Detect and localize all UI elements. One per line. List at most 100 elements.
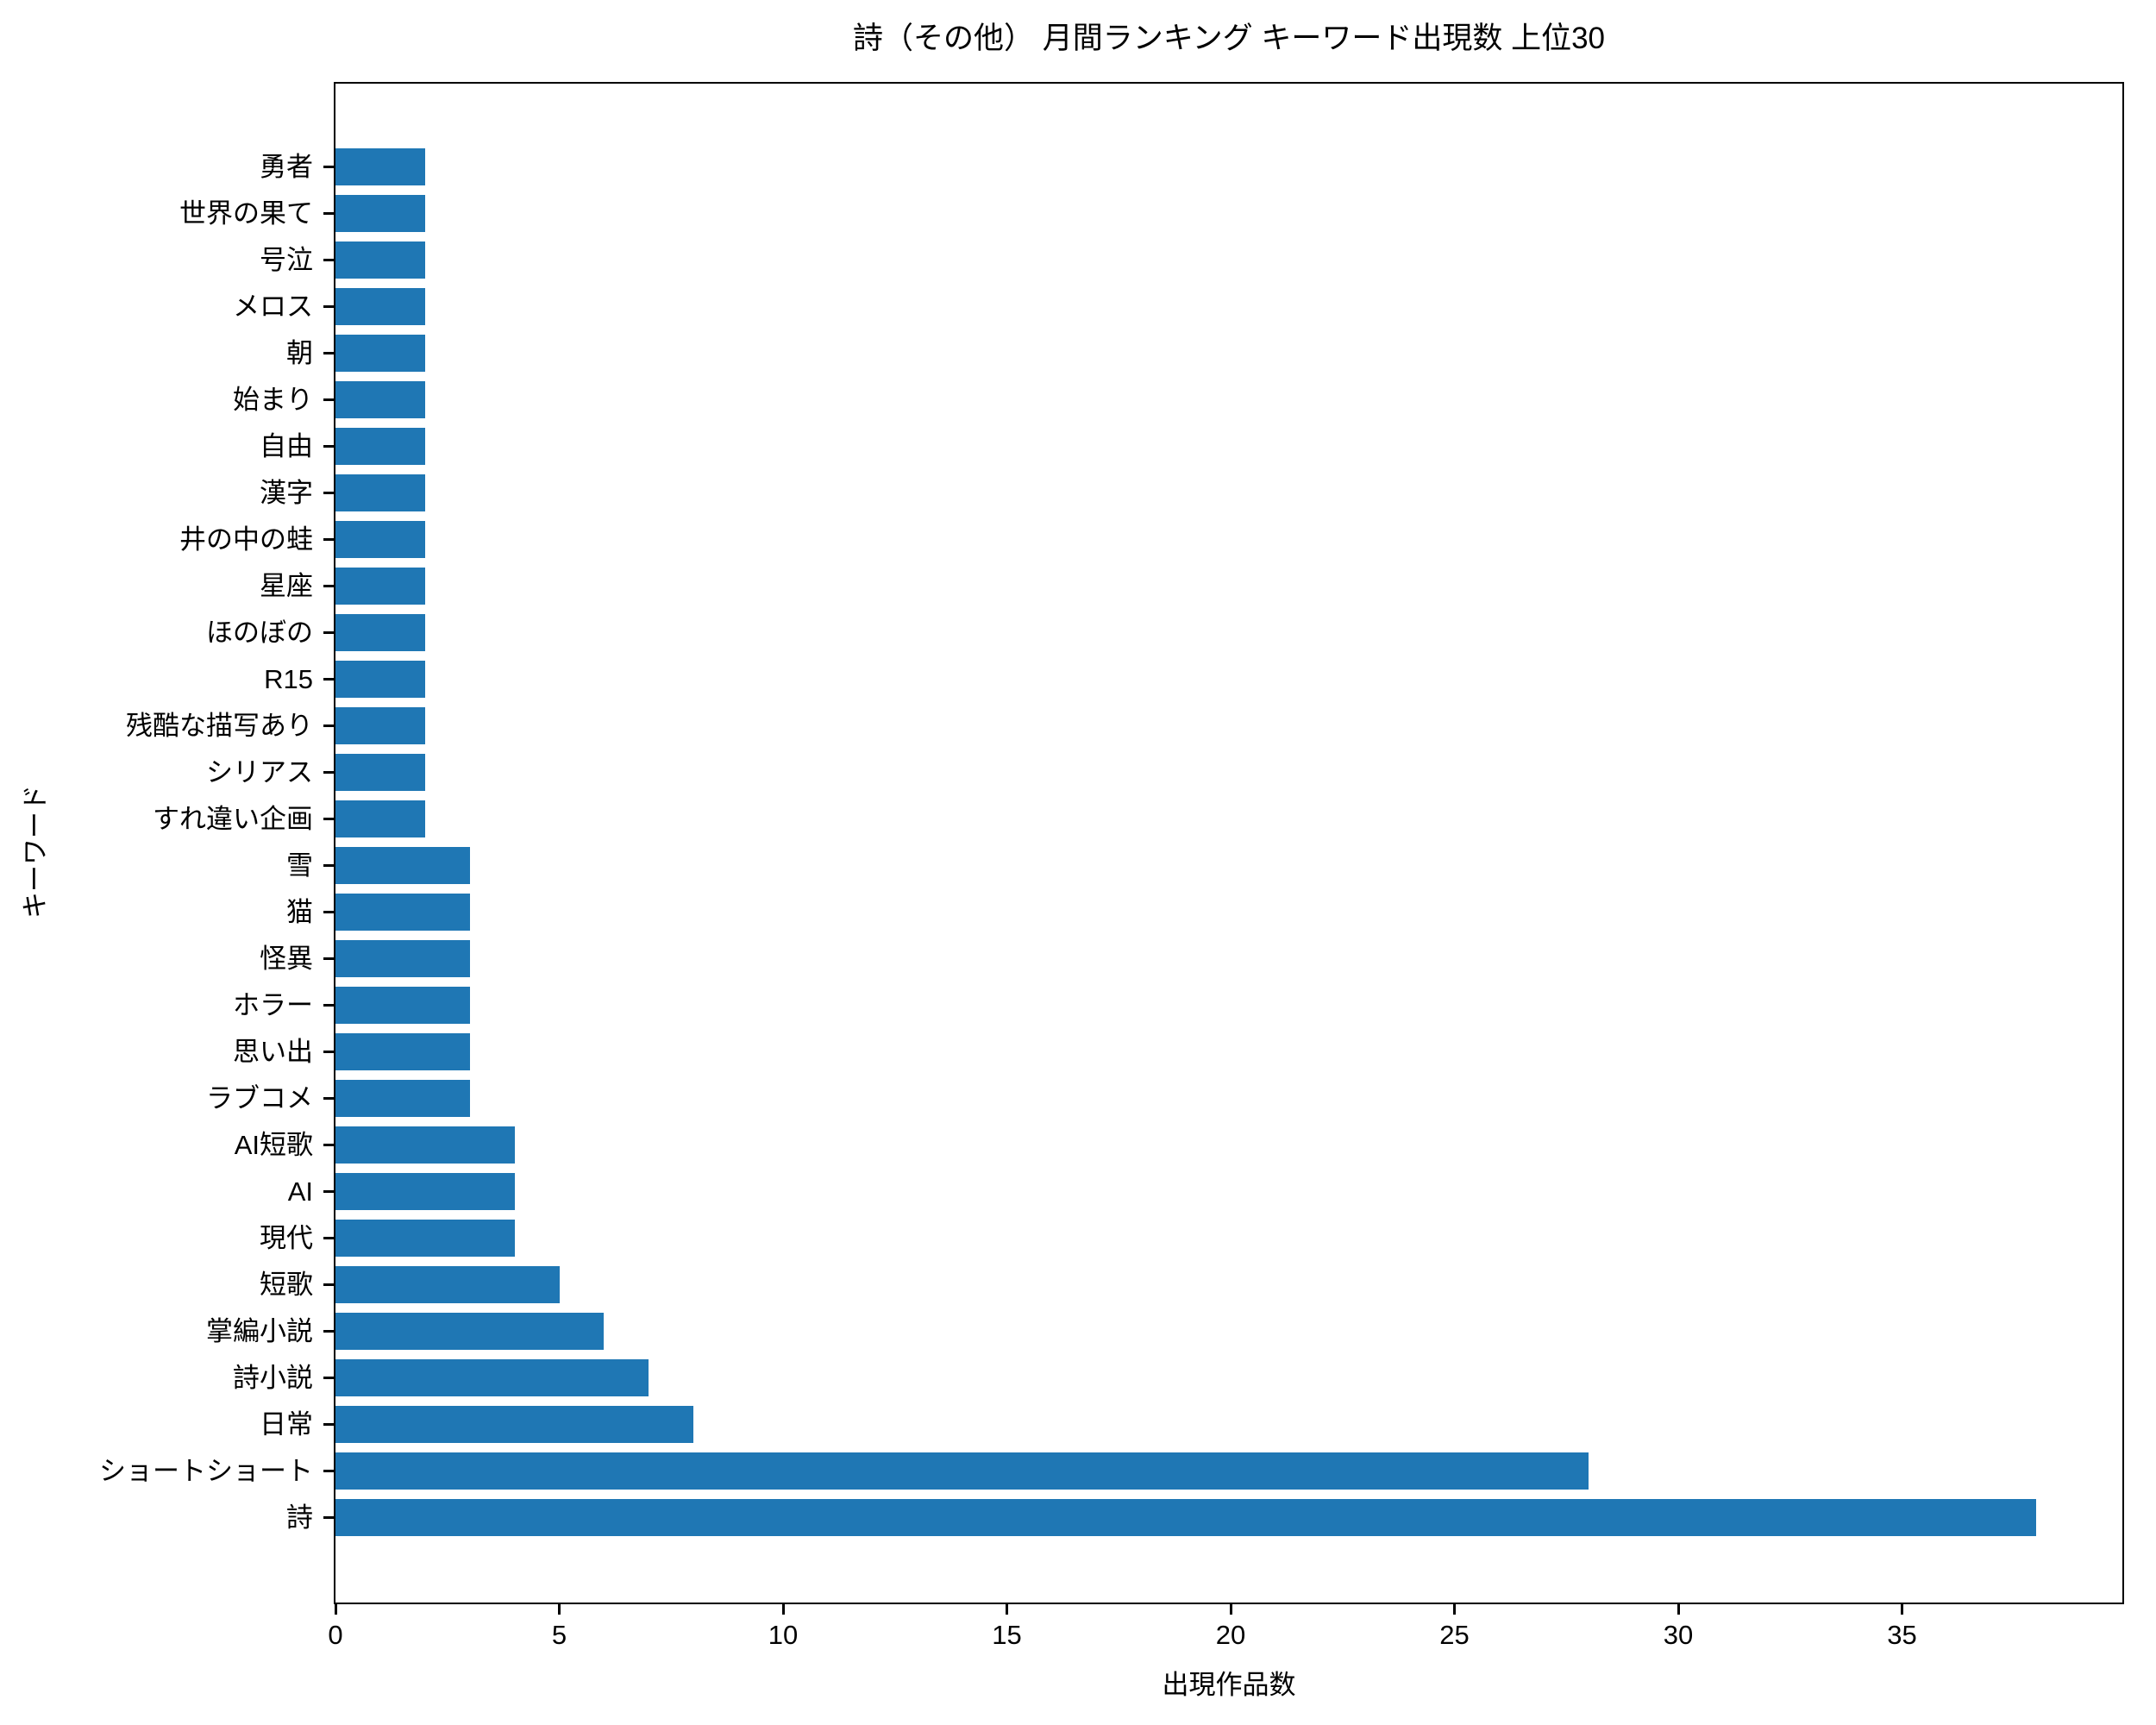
bar [335, 1499, 2037, 1536]
x-tick-label: 30 [1663, 1620, 1694, 1650]
y-tick-label: 自由 [260, 431, 313, 461]
y-axis-tick-mark [323, 492, 334, 494]
y-axis-tick-mark [323, 1516, 334, 1519]
bar [335, 1452, 1589, 1490]
y-tick-label: 詩小説 [233, 1363, 313, 1393]
y-tick-label: 号泣 [260, 245, 313, 275]
bar [335, 1406, 694, 1443]
y-axis-tick-mark [323, 585, 334, 587]
x-axis-tick-mark [1453, 1604, 1456, 1615]
y-tick-label: メロス [233, 292, 313, 322]
y-tick-label: すれ違い企画 [153, 804, 313, 834]
bar [335, 754, 425, 791]
y-axis-tick-mark [323, 538, 334, 541]
y-tick-label: 掌編小説 [206, 1316, 313, 1346]
y-axis-tick-mark [323, 724, 334, 727]
bar [335, 242, 425, 279]
y-tick-label: 世界の果て [179, 198, 313, 229]
x-tick-label: 0 [328, 1620, 343, 1650]
x-tick-label: 35 [1887, 1620, 1917, 1650]
y-axis-tick-mark [323, 212, 334, 215]
y-axis-label: キーワード [20, 785, 51, 919]
y-tick-label: 勇者 [260, 152, 313, 182]
y-axis-tick-mark [323, 678, 334, 681]
x-tick-label: 5 [551, 1620, 567, 1650]
bar [335, 847, 470, 884]
y-tick-label: 短歌 [260, 1270, 313, 1300]
bar [335, 1359, 649, 1396]
y-tick-label: 猫 [286, 897, 313, 927]
bar [335, 148, 425, 185]
bar [335, 335, 425, 372]
bar [335, 987, 470, 1024]
y-axis-tick-mark [323, 1423, 334, 1426]
chart-title: 詩（その他） 月間ランキング キーワード出現数 上位30 [852, 22, 1606, 55]
y-axis-tick-mark [323, 818, 334, 820]
y-axis-tick-mark [323, 631, 334, 634]
y-tick-label: 朝 [286, 338, 313, 368]
y-tick-label: 残酷な描写あり [126, 711, 313, 741]
y-tick-label: 星座 [260, 571, 313, 601]
y-tick-label: AI [287, 1176, 313, 1207]
bar [335, 661, 425, 698]
y-axis-tick-mark [323, 957, 334, 960]
x-axis-tick-mark [1677, 1604, 1680, 1615]
x-axis-tick-mark [1229, 1604, 1232, 1615]
y-axis-tick-mark [323, 1004, 334, 1007]
y-axis-tick-mark [323, 259, 334, 261]
bar [335, 614, 425, 651]
y-axis-tick-mark [323, 1283, 334, 1286]
y-axis-tick-mark [323, 398, 334, 401]
y-tick-label: R15 [264, 664, 313, 694]
bar [335, 1313, 605, 1350]
y-axis-tick-mark [323, 1051, 334, 1053]
bar [335, 381, 425, 418]
x-axis-tick-mark [781, 1604, 785, 1615]
y-axis-tick-mark [323, 1377, 334, 1379]
bar [335, 1220, 515, 1257]
y-tick-label: ラブコメ [206, 1083, 313, 1113]
bar [335, 1126, 515, 1164]
y-tick-label: 思い出 [233, 1037, 313, 1067]
x-tick-label: 15 [992, 1620, 1022, 1650]
y-axis-tick-mark [323, 1470, 334, 1472]
y-tick-label: ショートショート [99, 1456, 313, 1486]
y-tick-label: 始まり [233, 385, 313, 415]
y-axis-tick-mark [323, 1097, 334, 1100]
y-tick-label: 井の中の蛙 [179, 524, 313, 555]
bar [335, 1080, 470, 1117]
bar [335, 1266, 560, 1303]
y-tick-label: シリアス [206, 757, 313, 787]
y-tick-label: 雪 [286, 850, 313, 881]
y-axis-tick-mark [323, 1330, 334, 1333]
bar [335, 894, 470, 931]
bar [335, 1033, 470, 1070]
bar [335, 288, 425, 325]
bar [335, 195, 425, 232]
x-axis-label: 出現作品数 [1162, 1670, 1296, 1700]
y-axis-tick-mark [323, 305, 334, 308]
y-tick-label: 現代 [260, 1223, 313, 1253]
bar [335, 707, 425, 744]
x-axis-tick-mark [334, 1604, 337, 1615]
y-axis-tick-mark [323, 1190, 334, 1193]
y-axis-tick-mark [323, 352, 334, 354]
bar [335, 428, 425, 465]
y-tick-label: AI短歌 [234, 1130, 313, 1160]
y-axis-tick-mark [323, 911, 334, 913]
bar [335, 940, 470, 977]
bar [335, 1173, 515, 1210]
y-axis-tick-mark [323, 771, 334, 774]
x-axis-tick-mark [1901, 1604, 1903, 1615]
x-tick-label: 20 [1215, 1620, 1246, 1650]
y-tick-label: ほのぼの [206, 618, 313, 648]
bar [335, 568, 425, 605]
x-tick-label: 10 [768, 1620, 799, 1650]
bar [335, 521, 425, 558]
x-axis-tick-mark [1006, 1604, 1008, 1615]
y-tick-label: 漢字 [260, 478, 313, 508]
y-tick-label: 詩 [286, 1502, 313, 1533]
y-axis-tick-mark [323, 1237, 334, 1239]
y-tick-label: ホラー [233, 990, 313, 1020]
